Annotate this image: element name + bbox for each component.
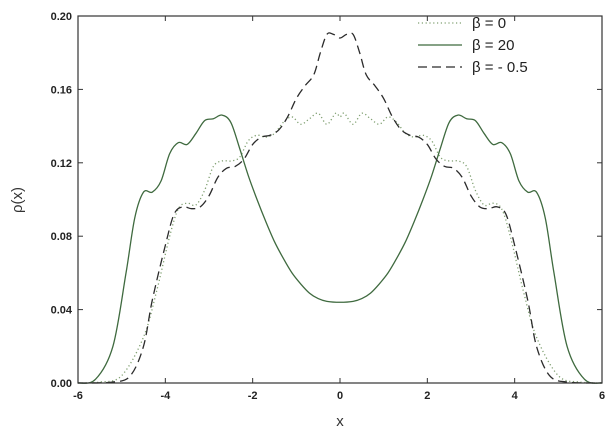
y-axis-title: ρ(x)	[9, 187, 26, 213]
x-tick-label: -4	[160, 390, 171, 402]
y-tick-label: 0.00	[51, 378, 72, 390]
x-axis-title: x	[336, 413, 344, 430]
x-tick-label: 6	[599, 390, 605, 402]
legend: β = 0 β = 20 β = - 0.5	[418, 15, 528, 76]
legend-entry-beta-minus-0.5: β = - 0.5	[418, 59, 528, 76]
x-tick-label: 2	[424, 390, 430, 402]
x-tick-label: 0	[337, 390, 343, 402]
series-beta-0-line	[77, 112, 603, 384]
series-layer	[77, 32, 603, 384]
legend-label: β = 0	[472, 15, 506, 32]
legend-label: β = 20	[472, 37, 514, 54]
y-tick-label: 0.20	[51, 11, 72, 23]
series-beta-minus-0.5-line	[77, 32, 603, 384]
y-tick-label: 0.12	[51, 158, 72, 170]
x-tick-label: -2	[248, 390, 258, 402]
y-tick-label: 0.16	[51, 84, 72, 96]
legend-label: β = - 0.5	[472, 59, 528, 76]
x-tick-label: -6	[73, 390, 83, 402]
legend-entry-beta-20: β = 20	[418, 37, 514, 54]
y-tick-label: 0.08	[51, 231, 72, 243]
legend-entry-beta-0: β = 0	[418, 15, 506, 32]
y-tick-label: 0.04	[51, 305, 73, 317]
ticks-layer: -6 -4 -2 0 2 4 6 0.00 0.04 0.08 0.12 0.16 0.20	[51, 11, 605, 402]
x-tick-label: 4	[512, 390, 519, 402]
series-beta-20-line	[77, 114, 603, 384]
